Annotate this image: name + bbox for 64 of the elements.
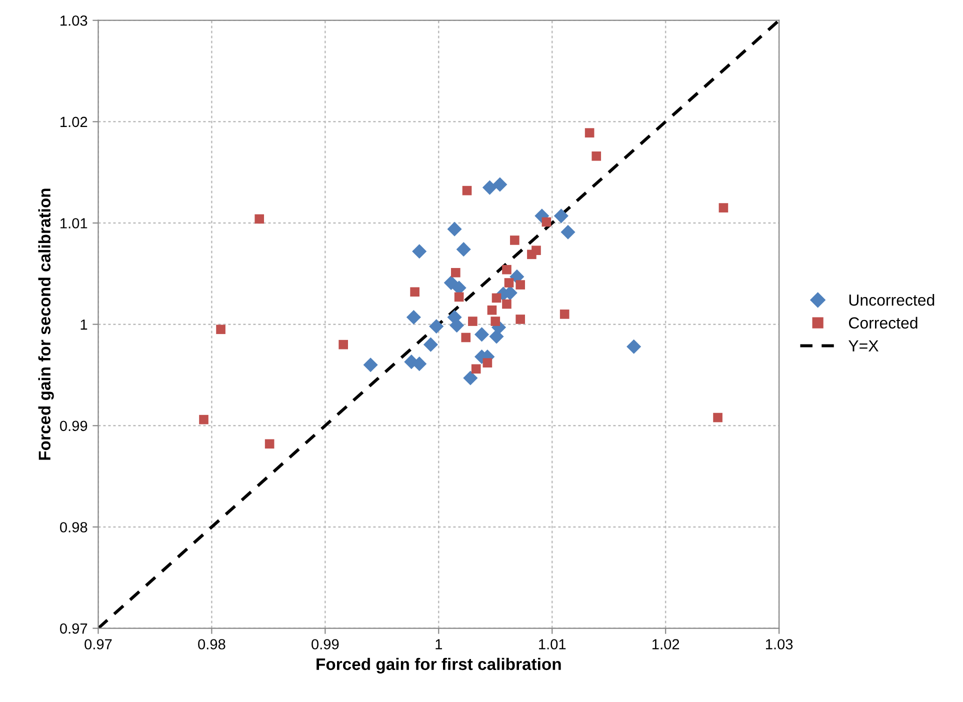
y-tick-label: 0.97 [60, 623, 88, 634]
y-tick-label: 1 [80, 320, 88, 330]
y-tick-label: 0.99 [60, 420, 88, 432]
point [199, 414, 208, 424]
x-tick-label: 1.02 [652, 639, 680, 650]
point [487, 305, 497, 315]
point [461, 332, 471, 342]
point [510, 236, 520, 245]
x-tick-label: 1 [436, 639, 442, 650]
point [490, 316, 500, 326]
point [254, 214, 264, 224]
legend-label: Corrected [848, 316, 918, 329]
x-tick-label: 1.01 [539, 639, 566, 650]
point [482, 358, 492, 368]
point [713, 412, 722, 422]
x-tick-label: 0.99 [312, 639, 339, 650]
point [410, 287, 420, 297]
point [216, 324, 226, 334]
point [626, 339, 642, 354]
point [542, 217, 552, 227]
x-axis-title: Forced gain for first calibration [316, 658, 561, 674]
point [516, 314, 526, 324]
point [502, 264, 512, 274]
x-tick-label: 1.03 [766, 639, 793, 650]
point [447, 222, 462, 236]
point [502, 299, 512, 309]
point [468, 316, 478, 326]
point [412, 244, 427, 259]
point [412, 356, 427, 372]
point [718, 203, 728, 212]
y-tick-label: 1.03 [60, 15, 88, 26]
point [338, 340, 348, 350]
point [504, 278, 514, 288]
point [451, 268, 460, 278]
point [429, 319, 444, 334]
point [264, 439, 274, 449]
y-tick-label: 0.98 [60, 522, 88, 532]
legend-label: Uncorrected [849, 294, 934, 306]
point [560, 310, 570, 319]
point [462, 186, 472, 196]
point [592, 151, 602, 161]
point [492, 293, 502, 303]
y-tick-label: 1.02 [60, 116, 88, 128]
x-tick-label: 0.97 [84, 639, 112, 650]
point [532, 246, 541, 256]
y-tick-label: 1.01 [60, 218, 88, 228]
point [560, 224, 576, 240]
y-axis-title: Forced gain for second calibration [38, 188, 54, 460]
point [474, 327, 490, 342]
legend-label: Y=X [848, 340, 878, 352]
point [463, 370, 478, 386]
point [454, 292, 464, 302]
point [423, 337, 438, 352]
point [584, 128, 594, 138]
point [492, 177, 508, 192]
point [406, 310, 421, 325]
point [456, 242, 471, 257]
x-tick-label: 0.98 [198, 639, 226, 650]
point [450, 318, 464, 333]
point [482, 180, 497, 195]
point [554, 208, 568, 224]
point [363, 358, 378, 372]
point [471, 364, 481, 374]
point [516, 280, 526, 290]
